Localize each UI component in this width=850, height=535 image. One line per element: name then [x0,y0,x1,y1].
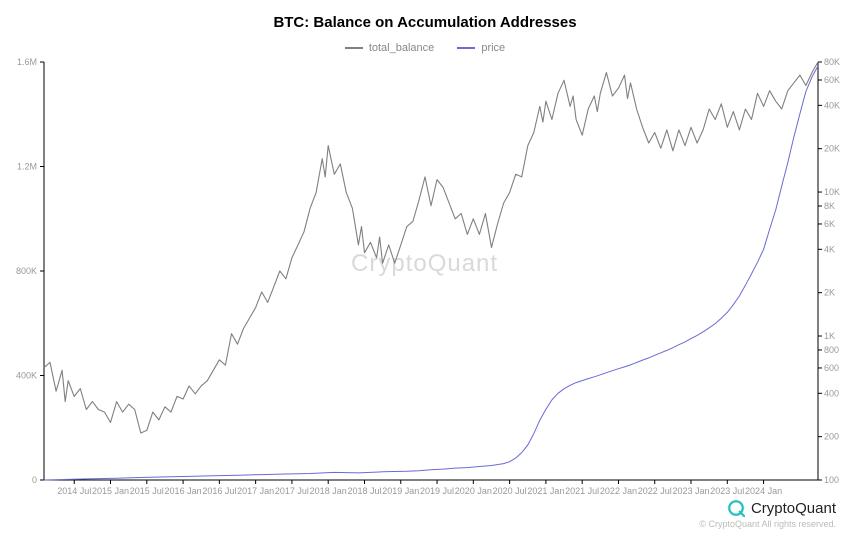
svg-text:2017 Jul: 2017 Jul [275,486,309,496]
svg-text:200: 200 [824,432,839,442]
copyright: © CryptoQuant All rights reserved. [699,519,836,529]
svg-text:2021 Jul: 2021 Jul [565,486,599,496]
svg-text:2023 Jan: 2023 Jan [672,486,709,496]
svg-text:2021 Jan: 2021 Jan [527,486,564,496]
chart-root: BTC: Balance on Accumulation Addresses t… [0,0,850,535]
svg-text:2023 Jul: 2023 Jul [710,486,744,496]
svg-text:600: 600 [824,363,839,373]
svg-text:60K: 60K [824,75,840,85]
svg-text:2022 Jan: 2022 Jan [600,486,637,496]
brand-logo-icon [727,499,745,517]
svg-text:1.2M: 1.2M [17,162,37,172]
svg-text:2022 Jul: 2022 Jul [638,486,672,496]
svg-text:10K: 10K [824,187,840,197]
footer: CryptoQuant © CryptoQuant All rights res… [699,499,836,529]
svg-text:2016 Jul: 2016 Jul [202,486,236,496]
svg-text:2016 Jan: 2016 Jan [165,486,202,496]
svg-text:8K: 8K [824,201,835,211]
svg-text:2014 Jul: 2014 Jul [57,486,91,496]
svg-text:0: 0 [32,475,37,485]
series-total_balance [44,62,818,433]
svg-text:800K: 800K [16,266,37,276]
svg-text:800: 800 [824,345,839,355]
svg-text:4K: 4K [824,244,835,254]
svg-text:2K: 2K [824,288,835,298]
svg-text:100: 100 [824,475,839,485]
brand: CryptoQuant [699,499,836,517]
svg-text:80K: 80K [824,57,840,67]
svg-text:6K: 6K [824,219,835,229]
svg-text:1.6M: 1.6M [17,57,37,67]
svg-text:2017 Jan: 2017 Jan [237,486,274,496]
brand-name: CryptoQuant [751,500,836,517]
svg-text:2020 Jan: 2020 Jan [455,486,492,496]
plot-area: 0 400K 800K 1.2M 1.6M 100 200 400 600 800 1K 2K 4K 6K… [0,0,850,535]
svg-text:1K: 1K [824,331,835,341]
svg-text:2019 Jul: 2019 Jul [420,486,454,496]
svg-text:2020 Jul: 2020 Jul [493,486,527,496]
svg-text:2015 Jan: 2015 Jan [92,486,129,496]
svg-text:2018 Jul: 2018 Jul [347,486,381,496]
svg-text:2019 Jan: 2019 Jan [382,486,419,496]
svg-text:400K: 400K [16,371,37,381]
svg-text:2015 Jul: 2015 Jul [130,486,164,496]
svg-text:2024 Jan: 2024 Jan [745,486,782,496]
svg-text:20K: 20K [824,144,840,154]
svg-text:40K: 40K [824,100,840,110]
svg-text:400: 400 [824,388,839,398]
svg-text:2018 Jan: 2018 Jan [310,486,347,496]
